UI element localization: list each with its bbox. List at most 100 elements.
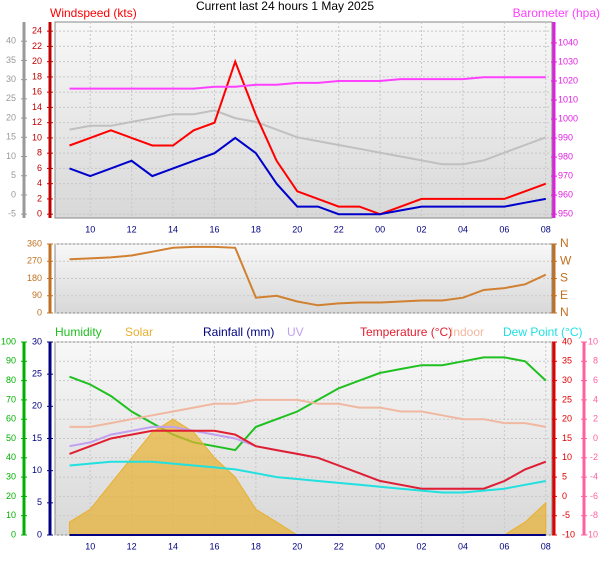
y-tick-label: 360 [27,238,42,248]
y-tick-label: 1010 [558,94,578,104]
x-tick-label: 04 [458,541,468,551]
legend-label: Barometer (hpa) [513,6,600,20]
y-tick-label: 30 [32,336,42,346]
y-tick-label: 35 [6,55,16,65]
x-tick-label: 20 [292,541,302,551]
y-tick-label: -5 [562,510,570,520]
x-tick-label: 18 [251,541,261,551]
y-tick-label: 10 [32,465,42,475]
y-tick-label: -4 [590,471,598,481]
line [69,109,547,166]
y-tick-label: 0 [562,491,567,501]
y-tick-label: 30 [6,74,16,84]
y-tick-label: 10 [588,336,598,346]
line [69,76,546,90]
x-tick-label: 02 [417,224,427,234]
y-tick-label: 35 [562,356,572,366]
y-tick-label: 960 [558,190,573,200]
line [69,356,547,452]
y-tick-label: 40 [562,336,572,346]
y-tick-label: 15 [6,132,16,142]
y-tick-label: 950 [558,209,573,219]
y-tick-label: 60 [6,414,16,424]
y-tick-label: 20 [32,401,42,411]
y-tick-label: 100 [1,336,16,346]
legend-label: Rainfall (mm) [203,325,274,339]
line [69,398,546,428]
y-tick-label: 40 [6,36,16,46]
y-tick-label: 24 [32,26,42,36]
x-tick-label: 00 [375,541,385,551]
x-tick-label: 18 [251,224,261,234]
y-tick-label: 6 [37,163,42,173]
x-tick-label: 08 [541,224,551,234]
y-tick-label: 25 [562,394,572,404]
y-tick-label: 16 [32,87,42,97]
plot-area [54,21,553,219]
y-tick-label: 14 [32,102,42,112]
y-tick-label: 970 [558,171,573,181]
y-tick-label: 1000 [558,113,578,123]
y-tick-label: 20 [6,491,16,501]
y-tick-label: -5 [8,209,16,219]
y-tick-label: 2 [37,193,42,203]
y-tick-label: -8 [590,510,598,520]
y-tick-label: 22 [32,41,42,51]
y-tick-label: 1040 [558,37,578,47]
y-tick-label: 50 [6,433,16,443]
x-tick-label: 06 [499,541,509,551]
page-title: Current last 24 hours 1 May 2025 [196,0,374,13]
y-tick-label: W [560,253,572,267]
x-tick-label: 20 [292,224,302,234]
y-tick-label: E [560,288,568,302]
line [69,460,546,494]
line [69,136,546,216]
y-tick-label: 0 [593,433,598,443]
x-tick-label: 22 [334,224,344,234]
x-tick-label: 00 [375,224,385,234]
y-tick-label: 70 [6,394,16,404]
y-tick-label: 90 [6,356,16,366]
y-tick-label: 30 [6,471,16,481]
y-tick-label: 990 [558,132,573,142]
y-tick-label: -10 [562,529,575,539]
legend-label: UV [287,325,304,339]
x-tick-label: 22 [334,541,344,551]
y-tick-label: 5 [11,170,16,180]
y-tick-label: 15 [562,433,572,443]
y-tick-label: 5 [562,471,567,481]
legend-label: Solar [125,325,153,339]
y-tick-label: 1030 [558,56,578,66]
y-tick-label: 40 [6,452,16,462]
x-tick-label: 14 [168,224,178,234]
y-tick-label: 0 [37,529,42,539]
y-tick-label: 0 [37,209,42,219]
y-tick-label: 25 [6,93,16,103]
line [69,245,547,307]
x-tick-label: 14 [168,541,178,551]
y-tick-label: 20 [562,414,572,424]
x-tick-label: 12 [127,224,137,234]
y-tick-label: 80 [6,375,16,385]
y-tick-label: 4 [593,394,598,404]
y-tick-label: N [560,236,569,250]
legend-label: Windspeed (kts) [50,6,137,20]
y-tick-label: 20 [6,112,16,122]
x-tick-label: 06 [499,224,509,234]
y-tick-label: 980 [558,151,573,161]
x-tick-label: 12 [127,541,137,551]
y-tick-label: N [560,305,569,319]
y-tick-label: 15 [32,433,42,443]
x-tick-label: 10 [85,541,95,551]
y-tick-label: -2 [590,452,598,462]
y-tick-label: -6 [590,491,598,501]
x-tick-label: 16 [209,224,219,234]
y-tick-label: 12 [32,117,42,127]
y-tick-label: 10 [6,151,16,161]
y-tick-label: 20 [32,56,42,66]
legend-label: Dew Point (°C) [503,325,582,339]
y-tick-label: 30 [562,375,572,385]
y-tick-label: 10 [6,510,16,520]
y-tick-label: 6 [593,375,598,385]
